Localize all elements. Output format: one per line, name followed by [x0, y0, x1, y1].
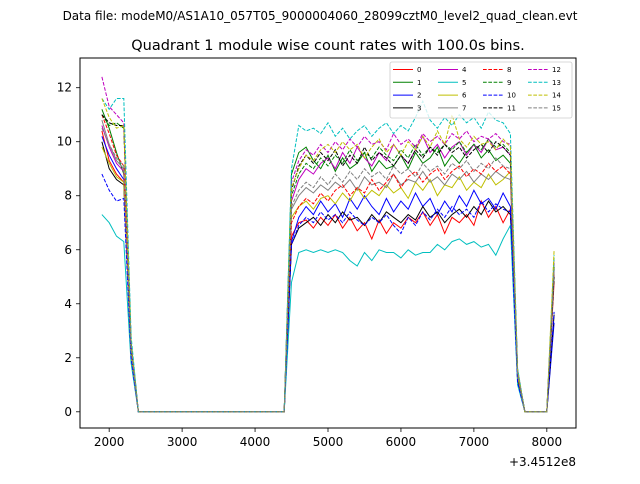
suptitle: Data file: modeM0/AS1A10_057T05_90000040…: [63, 9, 578, 23]
legend-label-1: 1: [417, 79, 421, 87]
legend-box: [389, 61, 573, 119]
chart-title: Quadrant 1 module wise count rates with …: [131, 38, 525, 54]
legend-label-0: 0: [417, 66, 421, 74]
y-tick-label: 0: [64, 405, 72, 419]
y-tick-label: 8: [64, 189, 72, 203]
legend-label-5: 5: [462, 79, 466, 87]
y-tick-label: 4: [64, 297, 72, 311]
y-axis: 0 2 4 6 8 10 12: [57, 81, 80, 419]
x-offset-label: +3.4512e8: [509, 455, 576, 469]
series-line-11: [101, 114, 555, 413]
legend-label-7: 7: [462, 104, 466, 112]
x-tick-label: 5000: [313, 435, 344, 449]
y-tick-label: 6: [64, 243, 72, 257]
legend-label-15: 15: [552, 104, 561, 112]
legend-label-10: 10: [507, 92, 516, 100]
legend-label-4: 4: [462, 66, 467, 74]
x-tick-label: 2000: [94, 435, 125, 449]
x-tick-label: 4000: [240, 435, 271, 449]
x-tick-label: 8000: [532, 435, 563, 449]
x-tick-label: 3000: [167, 435, 198, 449]
legend-label-13: 13: [552, 79, 561, 87]
legend-label-9: 9: [507, 79, 511, 87]
legend-label-6: 6: [462, 92, 467, 100]
x-tick-label: 7000: [459, 435, 490, 449]
plot-lines: [101, 76, 555, 413]
legend-label-8: 8: [507, 66, 511, 74]
series-line-15: [101, 127, 555, 413]
legend-label-3: 3: [417, 104, 421, 112]
legend-label-12: 12: [552, 66, 561, 74]
x-tick-label: 6000: [386, 435, 417, 449]
y-tick-label: 10: [57, 135, 72, 149]
legend-label-2: 2: [417, 92, 421, 100]
legend-label-14: 14: [552, 92, 561, 100]
legend-label-11: 11: [507, 104, 516, 112]
y-tick-label: 12: [57, 81, 72, 95]
y-tick-label: 2: [64, 351, 72, 365]
x-axis: 2000 3000 4000 5000 6000 7000 8000: [94, 428, 562, 449]
